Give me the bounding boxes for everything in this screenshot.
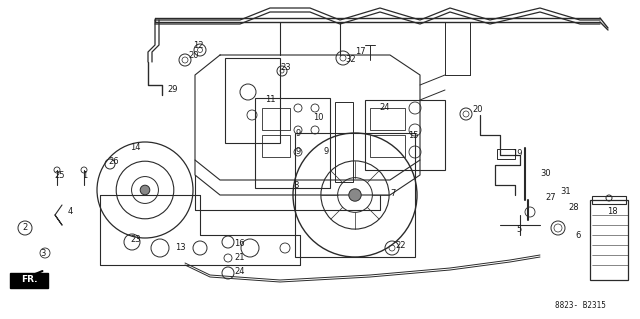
Text: 6: 6	[575, 232, 580, 241]
Text: 22: 22	[395, 241, 406, 249]
Text: 29: 29	[167, 85, 177, 94]
Bar	[255, 98, 330, 188]
Text: 24: 24	[379, 102, 390, 112]
Text: 9: 9	[296, 129, 301, 137]
Text: 20: 20	[188, 50, 198, 60]
Circle shape	[140, 185, 150, 195]
Text: 13: 13	[175, 243, 186, 253]
Text: 18: 18	[607, 207, 618, 217]
Text: 24: 24	[234, 268, 244, 277]
Text: 15: 15	[408, 130, 419, 139]
Text: 23: 23	[280, 63, 291, 71]
Bar	[497, 149, 515, 159]
Bar	[10, 273, 48, 288]
Text: 26: 26	[108, 158, 118, 167]
Text: 16: 16	[234, 239, 244, 248]
Bar	[592, 196, 626, 204]
Text: 17: 17	[355, 48, 365, 56]
Text: 9: 9	[296, 147, 301, 157]
Text: 21: 21	[234, 254, 244, 263]
Bar	[262, 135, 290, 157]
Text: 9: 9	[323, 147, 328, 157]
Text: 8: 8	[293, 181, 298, 189]
Text: 32: 32	[345, 56, 356, 64]
Text: 20: 20	[472, 106, 483, 115]
Text: 28: 28	[568, 204, 579, 212]
Text: 12: 12	[193, 41, 204, 50]
Bar	[295, 133, 415, 257]
Text: 10: 10	[313, 114, 323, 122]
Bar	[365, 100, 445, 170]
Text: 5: 5	[516, 226, 521, 234]
Bar	[335, 102, 353, 182]
Bar	[370, 108, 405, 130]
Text: 25: 25	[54, 170, 65, 180]
Bar	[370, 135, 405, 157]
Text: 23: 23	[130, 235, 141, 244]
Text: 4: 4	[68, 207, 73, 217]
Bar	[262, 108, 290, 130]
Text: 3: 3	[40, 249, 45, 257]
Text: 14: 14	[130, 144, 141, 152]
Text: 31: 31	[560, 188, 571, 197]
Text: FR.: FR.	[20, 276, 37, 285]
Text: 30: 30	[540, 169, 550, 179]
Text: 27: 27	[545, 194, 556, 203]
Text: 7: 7	[390, 189, 396, 197]
Text: 11: 11	[265, 95, 275, 105]
Circle shape	[349, 189, 361, 201]
Text: 2: 2	[22, 224, 28, 233]
Text: 8823- B2315: 8823- B2315	[555, 300, 605, 309]
Bar	[590, 200, 628, 280]
Text: 19: 19	[512, 149, 522, 158]
Text: 1: 1	[82, 170, 87, 180]
Bar	[225, 58, 280, 143]
